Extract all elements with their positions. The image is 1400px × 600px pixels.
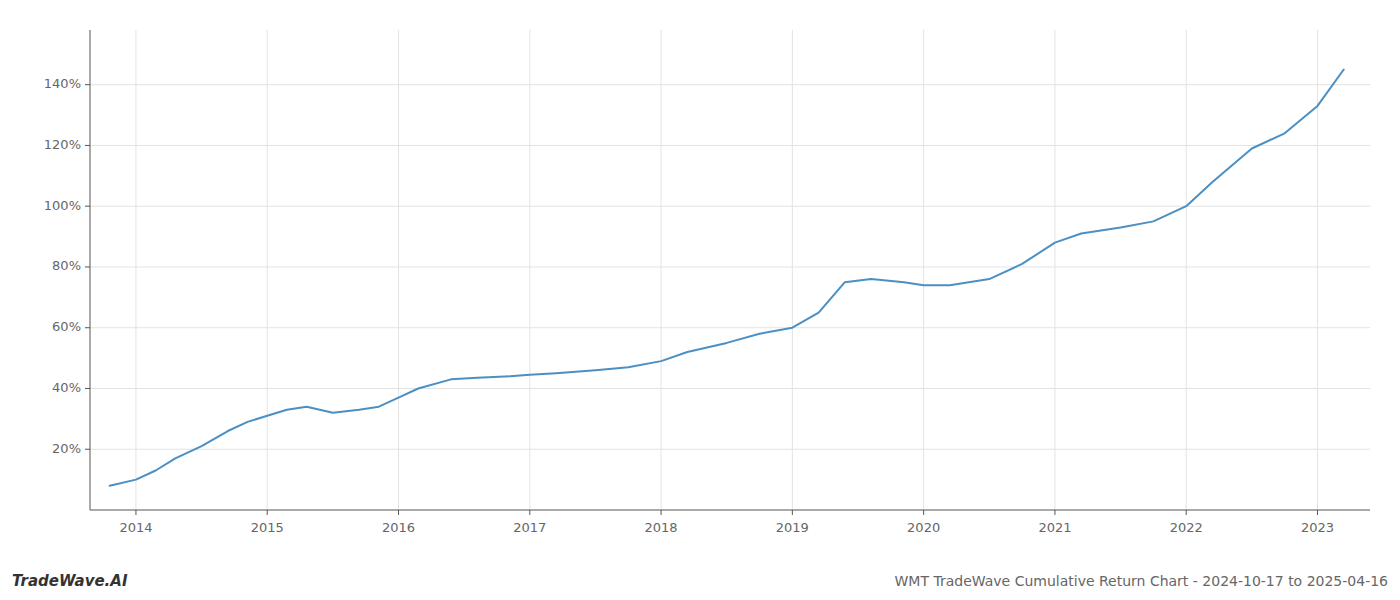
tick-label: 2021 (1038, 520, 1071, 535)
chart: 20% 40% 60% 80% 100% 120% 140% 2014 2015 2016 2017… (0, 0, 1400, 600)
grid-line (267, 30, 268, 510)
tick-label: 100% (44, 198, 81, 213)
data-line (110, 69, 1344, 485)
title: WMT TradeWave Cumulative Return Chart - … (895, 573, 1389, 589)
tick-mark (85, 449, 90, 450)
tick-mark (529, 510, 530, 515)
tick-label: 2015 (251, 520, 284, 535)
tick-mark (923, 510, 924, 515)
tick-mark (1054, 510, 1055, 515)
tick-mark (661, 510, 662, 515)
tick-mark (85, 84, 90, 85)
grid-line (90, 84, 1370, 85)
grid-line (661, 30, 662, 510)
grid-line (1054, 30, 1055, 510)
grid-line (90, 449, 1370, 450)
tick-mark (792, 510, 793, 515)
grid-line (90, 266, 1370, 267)
grid-line (1317, 30, 1318, 510)
grid-line (90, 388, 1370, 389)
grid-line (792, 30, 793, 510)
tick-label: 60% (52, 319, 81, 334)
grid-line (90, 206, 1370, 207)
tick-mark (85, 145, 90, 146)
tick-label: 2014 (119, 520, 152, 535)
watermark: TradeWave.AI (12, 572, 128, 590)
tick-mark (85, 206, 90, 207)
tick-mark (398, 510, 399, 515)
chart-container: 20% 40% 60% 80% 100% 120% 140% 2014 2015 2016 2017… (0, 0, 1400, 600)
grid-line (135, 30, 136, 510)
tick-label: 120% (44, 137, 81, 152)
tick-mark (1317, 510, 1318, 515)
tick-mark (135, 510, 136, 515)
tick-mark (1186, 510, 1187, 515)
tick-label: 80% (52, 258, 81, 273)
tick-mark (85, 266, 90, 267)
tick-label: 2022 (1170, 520, 1203, 535)
grid (90, 30, 1370, 510)
grid-line (923, 30, 924, 510)
tick-mark (267, 510, 268, 515)
x-axis-line (90, 510, 1370, 511)
tick-mark (85, 388, 90, 389)
tick-label: 2016 (382, 520, 415, 535)
tick-label: 2017 (513, 520, 546, 535)
tick-label: 2020 (907, 520, 940, 535)
tick-label: 2018 (645, 520, 678, 535)
grid-line (529, 30, 530, 510)
y-axis-line (90, 30, 91, 510)
tick-label: 2023 (1301, 520, 1334, 535)
tick-mark (85, 327, 90, 328)
grid-line (90, 327, 1370, 328)
grid-line (1186, 30, 1187, 510)
grid-line (398, 30, 399, 510)
axes: 20% 40% 60% 80% 100% 120% 140% 2014 2015 2016 2017… (44, 30, 1370, 535)
tick-label: 140% (44, 76, 81, 91)
grid-line (90, 145, 1370, 146)
tick-label: 2019 (776, 520, 809, 535)
tick-label: 40% (52, 380, 81, 395)
plot-data (110, 69, 1344, 485)
tick-label: 20% (52, 441, 81, 456)
